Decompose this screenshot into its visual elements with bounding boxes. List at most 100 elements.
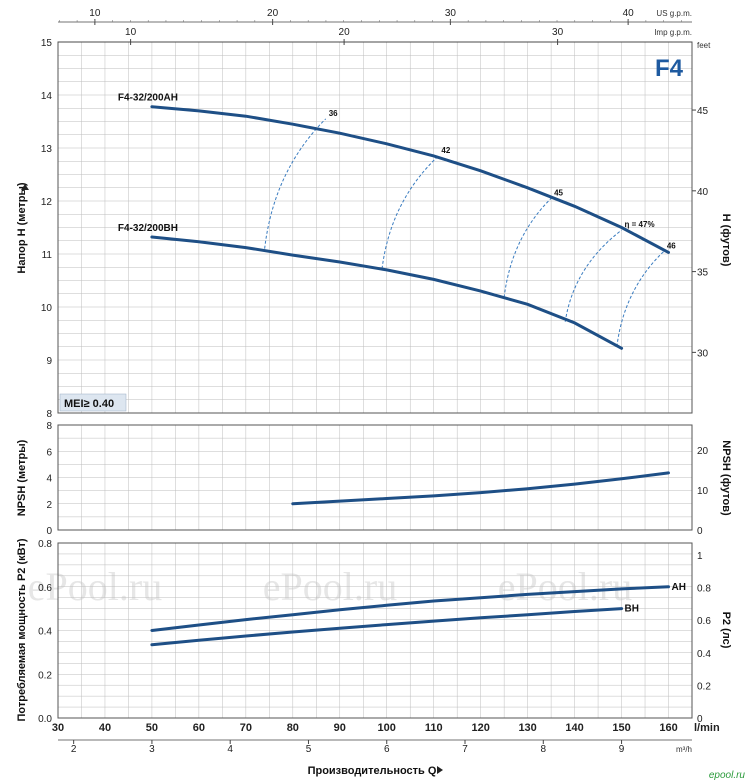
mei-badge: MEI≥ 0.40: [64, 398, 114, 410]
efficiency-line-4: [616, 250, 665, 347]
head-y-tick-label: 8: [46, 409, 52, 420]
site-mark: epool.ru: [709, 770, 746, 781]
npsh-y-axis-label: NPSH (метры): [16, 439, 28, 516]
head-feet-tick-label: 40: [697, 187, 709, 198]
head-curve-bh: [150, 235, 624, 350]
model-badge: F4: [655, 55, 684, 82]
us-gpm-tick-label: 40: [623, 8, 635, 19]
m3h-tick-label: 5: [306, 744, 312, 755]
efficiency-line-3: [564, 229, 622, 322]
power-hp-tick-label: 0.8: [697, 584, 711, 595]
m3h-tick-label: 3: [149, 744, 155, 755]
head-y-tick-label: 14: [41, 91, 53, 102]
power-y-tick-label: 0.4: [38, 627, 52, 638]
npsh-feet-tick-label: 20: [697, 446, 709, 457]
imp-gpm-tick-label: 30: [552, 27, 564, 38]
efficiency-label-3: η = 47%: [625, 220, 655, 229]
imp-gpm-unit: Imp g.p.m.: [654, 28, 692, 37]
head-curve-label-bh: F4-32/200BH: [118, 223, 178, 234]
power-curve-ah: [150, 585, 670, 632]
head-y-tick-label: 10: [41, 303, 53, 314]
efficiency-label-2: 45: [554, 188, 563, 197]
feet-unit: feet: [697, 41, 711, 50]
lmin-tick-label: 40: [99, 722, 111, 734]
lmin-tick-label: 70: [240, 722, 252, 734]
m3h-unit: m³/h: [676, 745, 692, 754]
lmin-tick-label: 100: [378, 722, 396, 734]
efficiency-line-1: [381, 155, 439, 269]
power-right-axis-label: P2 (лс): [720, 612, 732, 649]
m3h-tick-label: 9: [619, 744, 625, 755]
efficiency-label-0: 36: [329, 109, 338, 118]
npsh-feet-tick-label: 10: [697, 486, 709, 497]
power-hp-tick-label: 0.4: [697, 649, 711, 660]
npsh-feet-tick-label: 0: [697, 526, 703, 537]
x-axis-label: Производительность Q: [308, 765, 437, 777]
npsh-y-tick-label: 4: [46, 474, 52, 485]
lmin-unit: l/min: [694, 722, 720, 734]
head-curve-label-ah: F4-32/200AH: [118, 93, 178, 104]
power-y-tick-label: 0.8: [38, 539, 52, 550]
us-gpm-tick-label: 10: [89, 8, 101, 19]
us-gpm-unit: US g.p.m.: [656, 9, 692, 18]
us-gpm-tick-label: 20: [267, 8, 279, 19]
power-hp-tick-label: 0: [697, 714, 703, 725]
head-feet-tick-label: 45: [697, 106, 709, 117]
lmin-tick-label: 140: [565, 722, 583, 734]
m3h-tick-label: 6: [384, 744, 390, 755]
head-feet-tick-label: 35: [697, 268, 709, 279]
power-y-tick-label: 0.6: [38, 583, 52, 594]
head-axis-arrow-icon: [21, 184, 29, 190]
lmin-tick-label: 160: [659, 722, 677, 734]
head-feet-tick-label: 30: [697, 348, 709, 359]
lmin-tick-label: 30: [52, 722, 64, 734]
power-hp-tick-label: 0.6: [697, 616, 711, 627]
power-y-tick-label: 0.0: [38, 714, 52, 725]
power-y-tick-label: 0.2: [38, 670, 52, 681]
npsh-curve: [291, 471, 670, 506]
m3h-tick-label: 8: [541, 744, 547, 755]
head-y-axis-label: Напор H (метры): [16, 182, 28, 273]
power-curve-bh: [150, 607, 624, 647]
efficiency-line-0: [264, 118, 327, 249]
efficiency-label-1: 42: [441, 146, 450, 155]
lmin-tick-label: 120: [471, 722, 489, 734]
power-curve-label-bh: BH: [625, 604, 639, 615]
power-curve-label-ah: AH: [672, 582, 686, 593]
npsh-y-tick-label: 6: [46, 447, 52, 458]
head-y-tick-label: 12: [41, 197, 53, 208]
efficiency-line-2: [503, 197, 552, 298]
m3h-tick-label: 2: [71, 744, 77, 755]
mei-badge-bg: [59, 393, 127, 412]
imp-gpm-tick-label: 10: [125, 27, 137, 38]
npsh-right-axis-label: NPSH (футов): [720, 440, 732, 516]
imp-gpm-tick-label: 20: [339, 27, 351, 38]
lmin-tick-label: 60: [193, 722, 205, 734]
lmin-tick-label: 50: [146, 722, 158, 734]
head-y-tick-label: 13: [41, 144, 53, 155]
us-gpm-tick-label: 30: [445, 8, 457, 19]
npsh-panel-frame: [57, 424, 693, 531]
npsh-y-tick-label: 8: [46, 421, 52, 432]
power-hp-tick-label: 0.2: [697, 681, 711, 692]
head-right-axis-label: H (футов): [720, 214, 732, 267]
efficiency-label-4: 46: [667, 241, 676, 250]
m3h-tick-label: 7: [462, 744, 468, 755]
head-y-tick-label: 11: [42, 250, 53, 261]
head-y-tick-label: 15: [41, 38, 53, 49]
lmin-tick-label: 130: [518, 722, 536, 734]
lmin-tick-label: 90: [334, 722, 346, 734]
npsh-y-tick-label: 0: [46, 526, 52, 537]
head-y-tick-label: 9: [46, 356, 52, 367]
lmin-tick-label: 110: [425, 722, 443, 734]
npsh-y-tick-label: 2: [46, 500, 52, 511]
power-y-axis-label: Потребляемая мощность P2 (кВт): [16, 538, 28, 721]
head-curve-ah: [150, 105, 670, 254]
lmin-tick-label: 150: [612, 722, 630, 734]
x-axis-arrow-icon: [437, 766, 443, 774]
power-hp-tick-label: 1: [697, 551, 703, 562]
power-panel-frame: [57, 542, 693, 719]
lmin-tick-label: 80: [287, 722, 299, 734]
m3h-tick-label: 4: [227, 744, 233, 755]
